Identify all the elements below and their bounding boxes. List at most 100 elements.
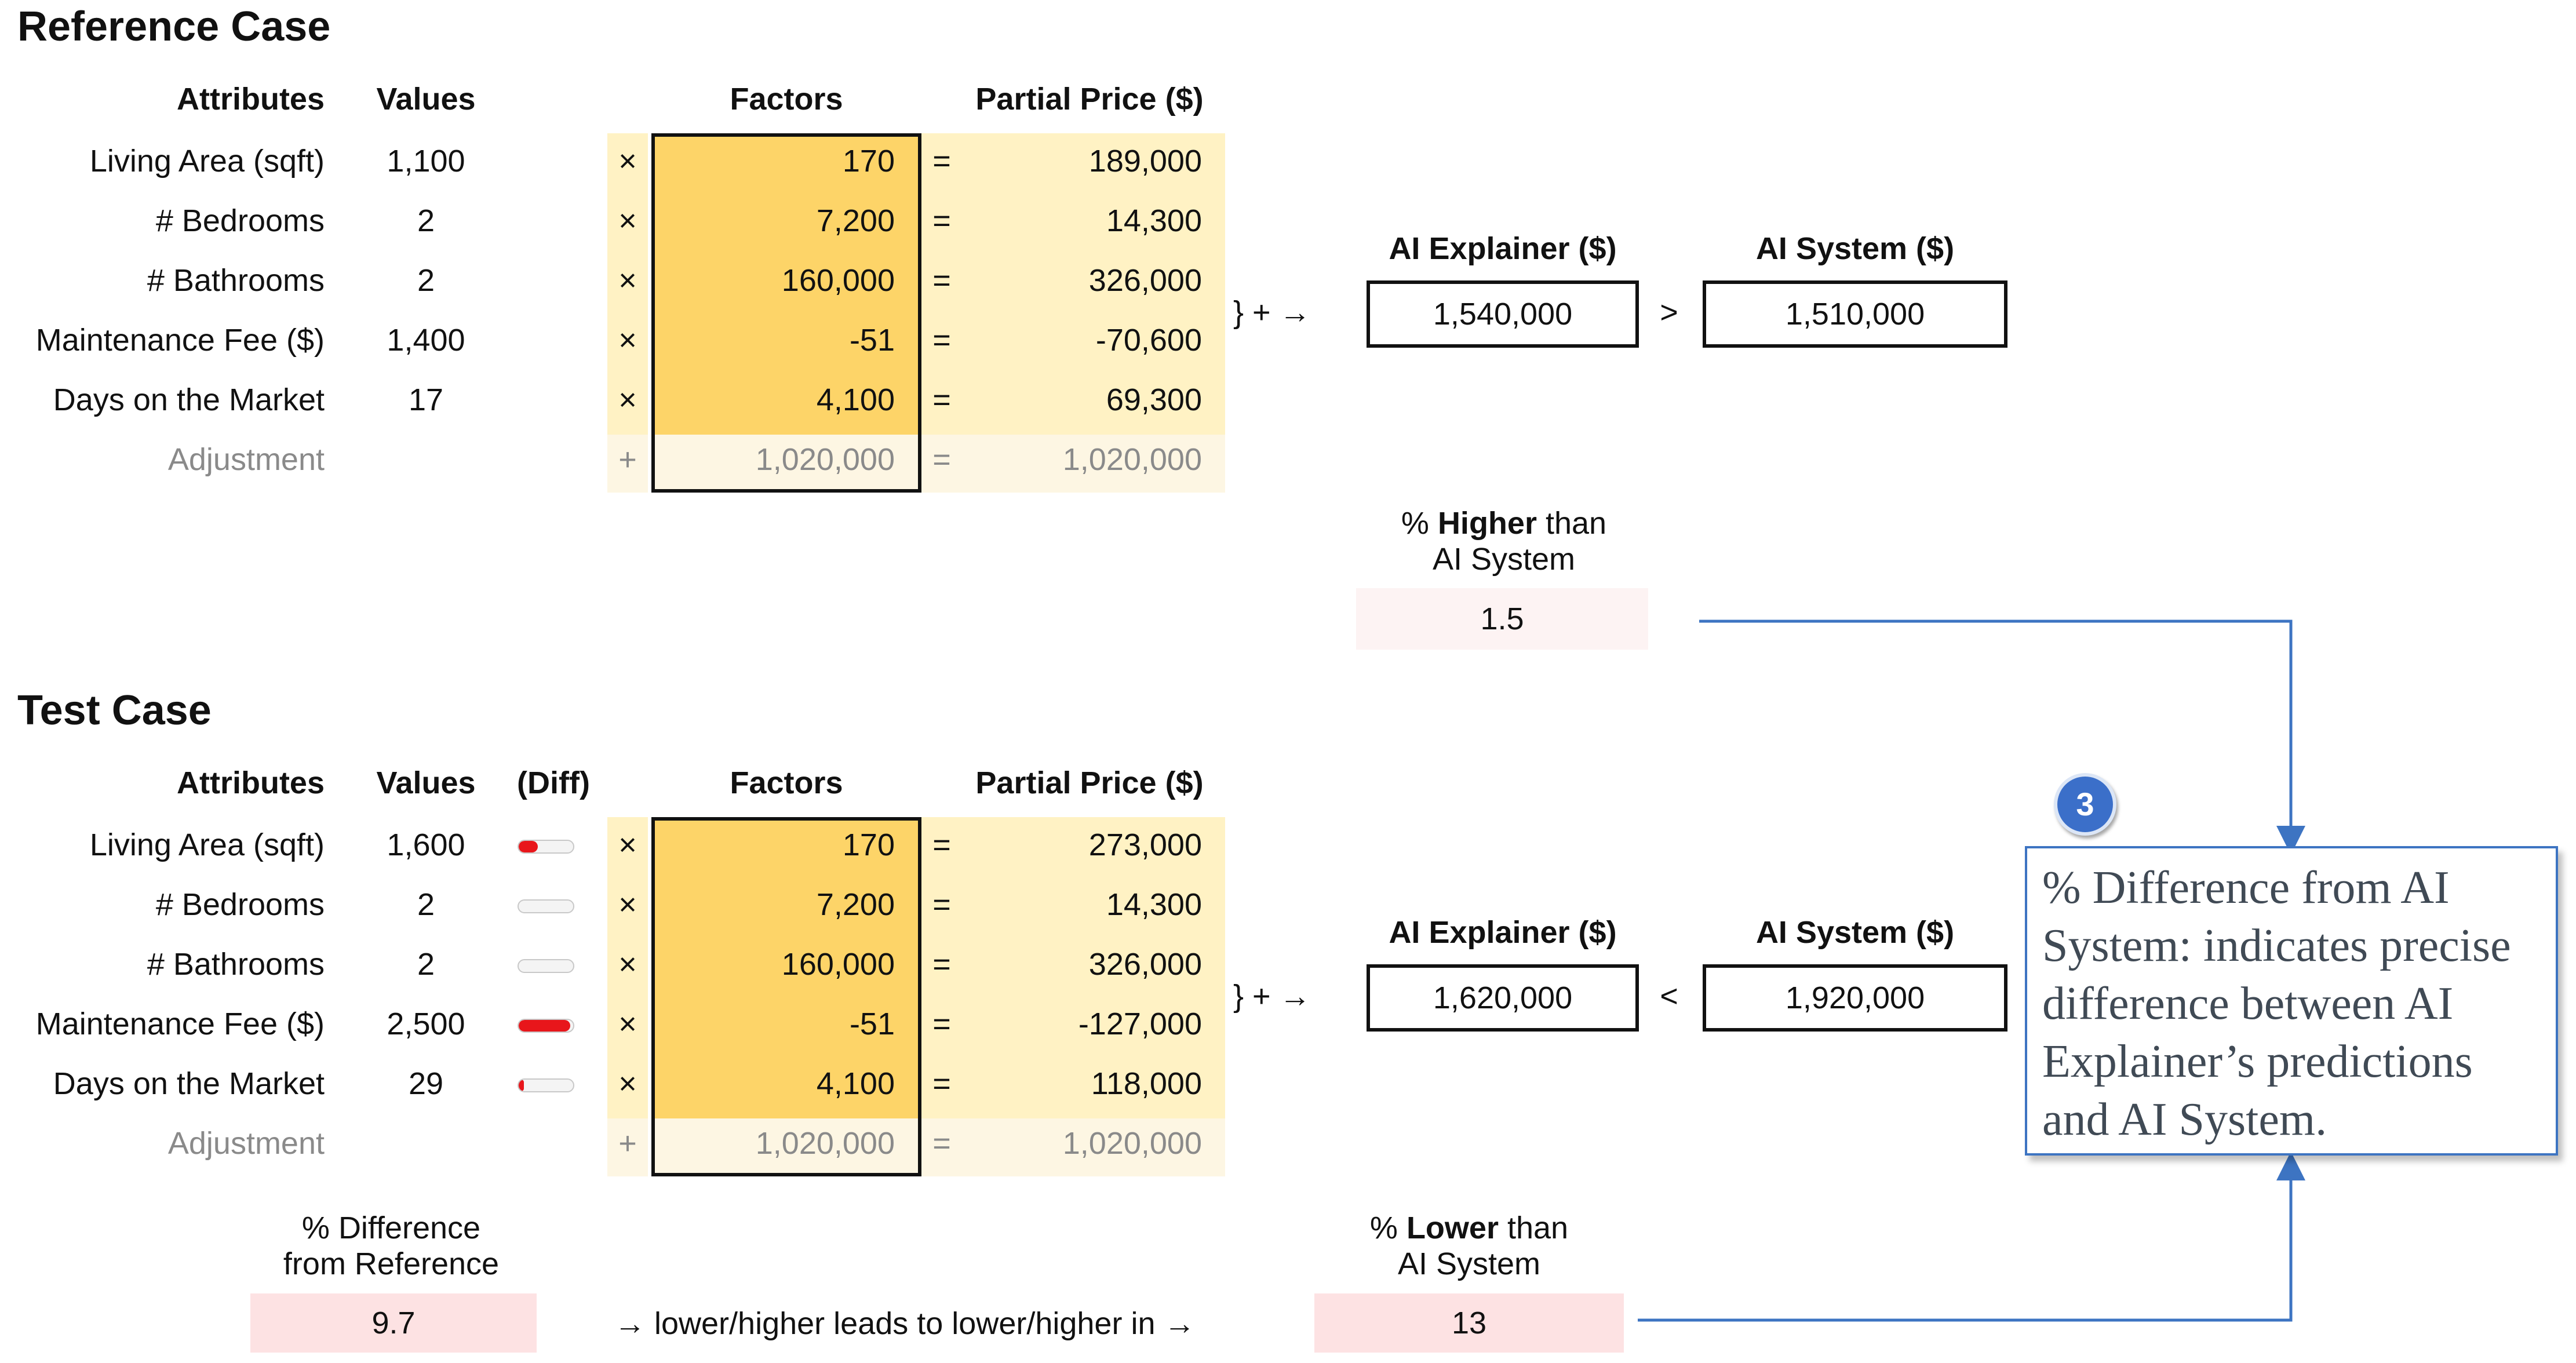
reference-adjustment-label: Adjustment	[167, 442, 325, 477]
reference-op-col-bg	[607, 133, 648, 435]
reference-row-1-partial-price: 14,300	[1106, 203, 1202, 238]
test-row-1-partial-price: 14,300	[1106, 887, 1202, 922]
reference-row-1-factor: 7,200	[816, 203, 895, 238]
test-row-3-value: 2,500	[387, 1007, 465, 1041]
reference-compare-sign: >	[1660, 295, 1678, 330]
test-row-4-op: ×	[618, 1066, 637, 1101]
connector-reference-to-note	[1699, 619, 2305, 855]
reference-row-3-factor: -51	[849, 323, 895, 358]
annotation-badge-3: 3	[2054, 773, 2116, 836]
reference-row-2-attribute: # Bathrooms	[147, 263, 325, 298]
test-row-3-partial-price: -127,000	[1078, 1007, 1202, 1041]
test-row-4-diff-bar	[518, 1078, 574, 1092]
reference-pct-value: 1.5	[1356, 588, 1648, 650]
reference-factor-col-bg	[651, 133, 921, 435]
reference-case-title: Reference Case	[17, 3, 331, 50]
reference-row-4-factor: 4,100	[816, 382, 895, 417]
reference-row-4-attribute: Days on the Market	[53, 382, 325, 417]
test-row-1-value: 2	[417, 887, 435, 922]
test-explainer-label: AI Explainer ($)	[1389, 915, 1617, 950]
test-adjustment-partial: 1,020,000	[1062, 1126, 1202, 1161]
test-compare-sign: <	[1660, 979, 1678, 1014]
test-row-2-eq: =	[932, 947, 951, 982]
test-row-0-op: ×	[618, 828, 637, 862]
test-relation-text: → lower/higher leads to lower/higher in …	[614, 1306, 1196, 1341]
test-row-4-factor: 4,100	[816, 1066, 895, 1101]
test-row-1-factor: 7,200	[816, 887, 895, 922]
reference-header-partial-price: Partial Price ($)	[975, 82, 1204, 116]
reference-adjustment-factor: 1,020,000	[755, 442, 895, 477]
test-row-3-op: ×	[618, 1007, 637, 1041]
test-row-4-value: 29	[408, 1066, 444, 1101]
reference-row-2-op: ×	[618, 263, 637, 298]
test-row-1-op: ×	[618, 887, 637, 922]
reference-adjustment-op: +	[618, 442, 637, 477]
reference-header-values: Values	[376, 82, 476, 116]
test-row-3-diff-bar	[518, 1019, 574, 1033]
annotation-note: % Difference from AI System: indicates p…	[2025, 846, 2558, 1156]
reference-pct-label: % Higher than AI System	[1401, 506, 1607, 577]
test-pct-label: % Lower than AI System	[1369, 1211, 1569, 1281]
test-row-2-diff-bar	[518, 959, 574, 973]
test-row-4-diff-fill	[519, 1080, 524, 1091]
reference-explainer-label: AI Explainer ($)	[1389, 231, 1617, 266]
reference-row-3-value: 1,400	[387, 323, 465, 358]
reference-row-0-eq: =	[932, 144, 951, 178]
test-case-title: Test Case	[17, 687, 212, 734]
reference-row-1-attribute: # Bedrooms	[155, 203, 325, 238]
test-header-factors: Factors	[730, 766, 843, 800]
test-row-2-value: 2	[417, 947, 435, 982]
reference-row-2-eq: =	[932, 263, 951, 298]
reference-row-4-value: 17	[408, 382, 444, 417]
test-ref-diff-label: % Difference from Reference	[283, 1211, 500, 1281]
reference-row-4-eq: =	[932, 382, 951, 417]
test-adjustment-eq: =	[932, 1126, 951, 1161]
reference-row-0-op: ×	[618, 144, 637, 178]
reference-row-4-op: ×	[618, 382, 637, 417]
test-header-diff: (Diff)	[517, 766, 590, 800]
test-row-0-partial-price: 273,000	[1088, 828, 1202, 862]
test-adjustment-op: +	[618, 1126, 637, 1161]
connector-test-to-note	[1638, 1151, 2305, 1322]
test-sum-arrow: } + →	[1233, 979, 1311, 1014]
test-pct-value: 13	[1314, 1293, 1624, 1353]
reference-header-factors: Factors	[730, 82, 843, 116]
reference-system-label: AI System ($)	[1755, 231, 1955, 266]
reference-row-2-factor: 160,000	[781, 263, 895, 298]
reference-row-2-value: 2	[417, 263, 435, 298]
test-row-0-eq: =	[932, 828, 951, 862]
test-system-value: 1,920,000	[1703, 964, 2007, 1032]
test-row-1-eq: =	[932, 887, 951, 922]
test-row-3-factor: -51	[849, 1007, 895, 1041]
reference-adjustment-eq: =	[932, 442, 951, 477]
reference-row-0-attribute: Living Area (sqft)	[89, 144, 325, 178]
reference-row-3-eq: =	[932, 323, 951, 358]
reference-factors-frame	[651, 133, 921, 493]
test-row-2-attribute: # Bathrooms	[147, 947, 325, 982]
reference-header-attributes: Attributes	[177, 82, 325, 116]
test-row-0-value: 1,600	[387, 828, 465, 862]
reference-row-0-factor: 170	[842, 144, 895, 178]
reference-row-2-partial-price: 326,000	[1088, 263, 1202, 298]
reference-row-3-attribute: Maintenance Fee ($)	[35, 323, 325, 358]
test-row-1-attribute: # Bedrooms	[155, 887, 325, 922]
test-row-0-attribute: Living Area (sqft)	[89, 828, 325, 862]
test-header-partial-price: Partial Price ($)	[975, 766, 1204, 800]
test-row-2-partial-price: 326,000	[1088, 947, 1202, 982]
reference-explainer-value: 1,540,000	[1367, 280, 1639, 348]
test-row-0-diff-bar	[518, 840, 574, 854]
test-row-3-attribute: Maintenance Fee ($)	[35, 1007, 325, 1041]
reference-row-1-value: 2	[417, 203, 435, 238]
test-ref-diff-value: 9.7	[250, 1293, 537, 1353]
test-system-label: AI System ($)	[1755, 915, 1955, 950]
test-row-3-diff-fill	[519, 1020, 571, 1032]
test-header-values: Values	[376, 766, 476, 800]
test-row-3-eq: =	[932, 1007, 951, 1041]
reference-adjustment-partial: 1,020,000	[1062, 442, 1202, 477]
test-row-2-op: ×	[618, 947, 637, 982]
reference-partial-col-bg	[921, 133, 1225, 435]
test-factors-frame	[651, 817, 921, 1176]
reference-sum-arrow: } + →	[1233, 295, 1311, 330]
test-adjustment-factor: 1,020,000	[755, 1126, 895, 1161]
